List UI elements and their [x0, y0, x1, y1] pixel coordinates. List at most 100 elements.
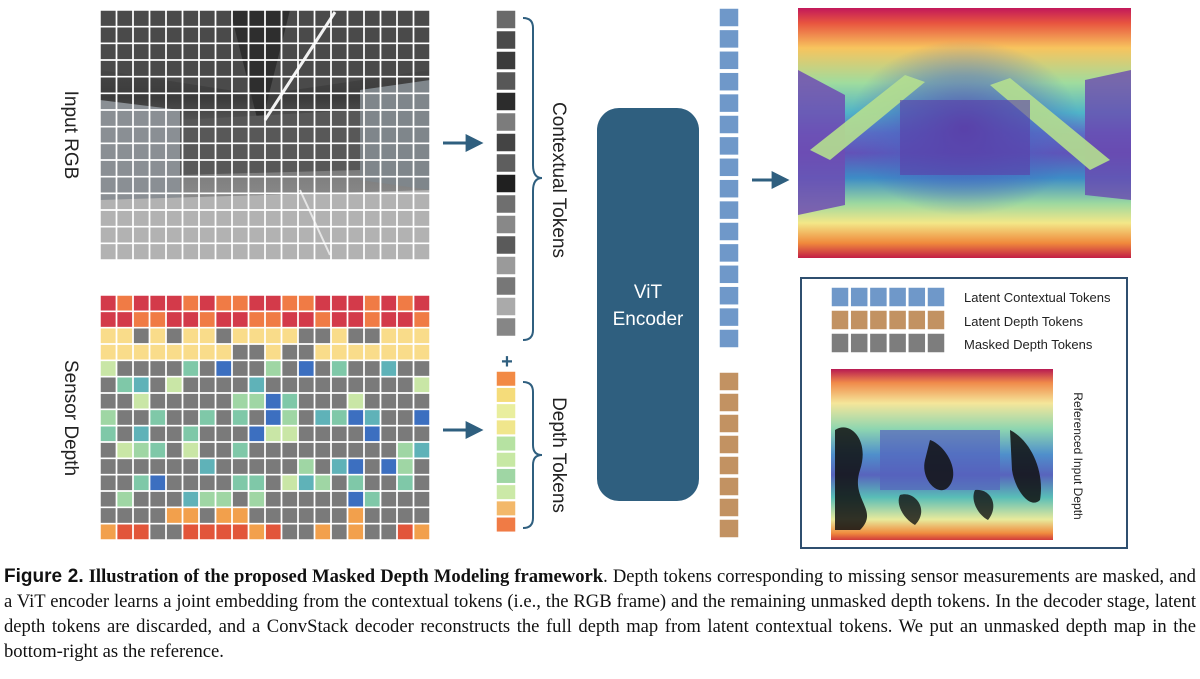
depth-token: [495, 483, 517, 501]
sensor-depth-patch: [364, 523, 381, 540]
legend-swatch: [830, 332, 850, 354]
sensor-depth-patch: [182, 491, 199, 508]
sensor-depth-patch: [298, 327, 315, 344]
sensor-depth-patch: [265, 360, 282, 377]
sensor-depth-patch: [380, 376, 397, 393]
legend-swatch: [926, 309, 946, 331]
sensor-depth-patch: [248, 344, 265, 361]
sensor-depth-patch: [397, 311, 414, 328]
sensor-depth-patch: [182, 344, 199, 361]
sensor-depth-patch: [413, 507, 430, 524]
sensor-depth-patch: [314, 360, 331, 377]
sensor-depth-patch: [199, 474, 216, 491]
sensor-depth-patch: [364, 491, 381, 508]
sensor-depth-patch: [182, 360, 199, 377]
legend-swatch: [887, 286, 908, 308]
sensor-depth-patch: [133, 360, 150, 377]
sensor-depth-patch: [364, 442, 381, 459]
sensor-depth-patch: [314, 376, 331, 393]
sensor-depth-patch: [149, 344, 166, 361]
sensor-depth-patch: [314, 393, 331, 410]
sensor-depth-patch: [248, 523, 265, 540]
latent-depth-token: [718, 434, 740, 455]
sensor-depth-patch: [166, 442, 183, 459]
plus-symbol: +: [501, 351, 513, 373]
depth-token: [495, 418, 517, 436]
sensor-depth-patch: [298, 491, 315, 508]
sensor-depth-patch: [281, 360, 298, 377]
sensor-depth-patch: [166, 474, 183, 491]
sensor-depth-patch: [199, 491, 216, 508]
contextual-token: [495, 255, 517, 276]
sensor-depth-patch: [100, 458, 117, 475]
latent-contextual-token: [718, 199, 740, 221]
sensor-depth-patch: [347, 393, 364, 410]
sensor-depth-patch: [331, 376, 348, 393]
sensor-depth-patch: [199, 393, 216, 410]
sensor-depth-patch: [232, 327, 249, 344]
sensor-depth-patch: [215, 409, 232, 426]
sensor-depth-patch: [149, 311, 166, 328]
sensor-depth-patch: [298, 474, 315, 491]
sensor-depth-patch: [215, 295, 232, 312]
sensor-depth-patch: [331, 344, 348, 361]
contextual-token: [495, 275, 517, 297]
sensor-depth-patch: [166, 507, 183, 524]
depth-token: [495, 499, 517, 517]
sensor-depth-patch: [166, 523, 183, 540]
sensor-depth-patch: [347, 507, 364, 524]
sensor-depth-patch: [149, 393, 166, 410]
sensor-depth-patch: [265, 425, 282, 442]
sensor-depth-patch: [232, 344, 249, 361]
legend-swatch: [849, 309, 869, 331]
sensor-depth-patch: [199, 295, 216, 312]
sensor-depth-patch: [413, 393, 430, 410]
contextual-token: [495, 152, 517, 174]
sensor-depth-patch: [199, 409, 216, 426]
sensor-depth-patch: [364, 295, 381, 312]
latent-contextual-token: [718, 178, 740, 199]
latent-token-column: [718, 7, 740, 539]
sensor-depth-patch: [166, 491, 183, 508]
sensor-depth-patch: [149, 425, 166, 442]
sensor-depth-patch: [215, 458, 232, 475]
legend-swatch: [830, 286, 850, 308]
sensor-depth-patch: [215, 523, 232, 540]
sensor-depth-patch: [413, 458, 430, 475]
sensor-depth-patch: [248, 425, 265, 442]
contextual-token: [495, 132, 517, 153]
sensor-depth-patch: [199, 458, 216, 475]
legend-swatch: [849, 286, 869, 308]
sensor-depth-grid: [99, 294, 431, 541]
latent-depth-token: [718, 476, 740, 497]
sensor-depth-patch: [364, 393, 381, 410]
sensor-depth-patch: [100, 425, 117, 442]
sensor-depth-patch: [215, 376, 232, 393]
sensor-depth-patch: [265, 393, 282, 410]
sensor-depth-patch: [347, 409, 364, 426]
sensor-depth-patch: [380, 491, 397, 508]
sensor-depth-patch: [116, 393, 133, 410]
sensor-depth-patch: [248, 474, 265, 491]
input-rgb-label: Input RGB: [60, 90, 81, 180]
sensor-depth-patch: [116, 344, 133, 361]
legend-swatch: [868, 286, 889, 308]
sensor-depth-patch: [199, 523, 216, 540]
sensor-depth-patch: [347, 311, 364, 328]
sensor-depth-patch: [314, 311, 331, 328]
sensor-depth-patch: [232, 311, 249, 328]
sensor-depth-patch: [133, 507, 150, 524]
sensor-depth-patch: [413, 344, 430, 361]
depth-token: [495, 402, 517, 420]
sensor-depth-patch: [232, 393, 249, 410]
latent-contextual-token: [718, 221, 740, 242]
sensor-depth-patch: [182, 523, 199, 540]
sensor-depth-patch: [347, 442, 364, 459]
latent-depth-token: [718, 518, 740, 539]
sensor-depth-patch: [149, 409, 166, 426]
sensor-depth-patch: [182, 393, 199, 410]
sensor-depth-patch: [298, 442, 315, 459]
sensor-depth-patch: [100, 491, 117, 508]
latent-contextual-token: [718, 285, 740, 306]
sensor-depth-patch: [100, 507, 117, 524]
